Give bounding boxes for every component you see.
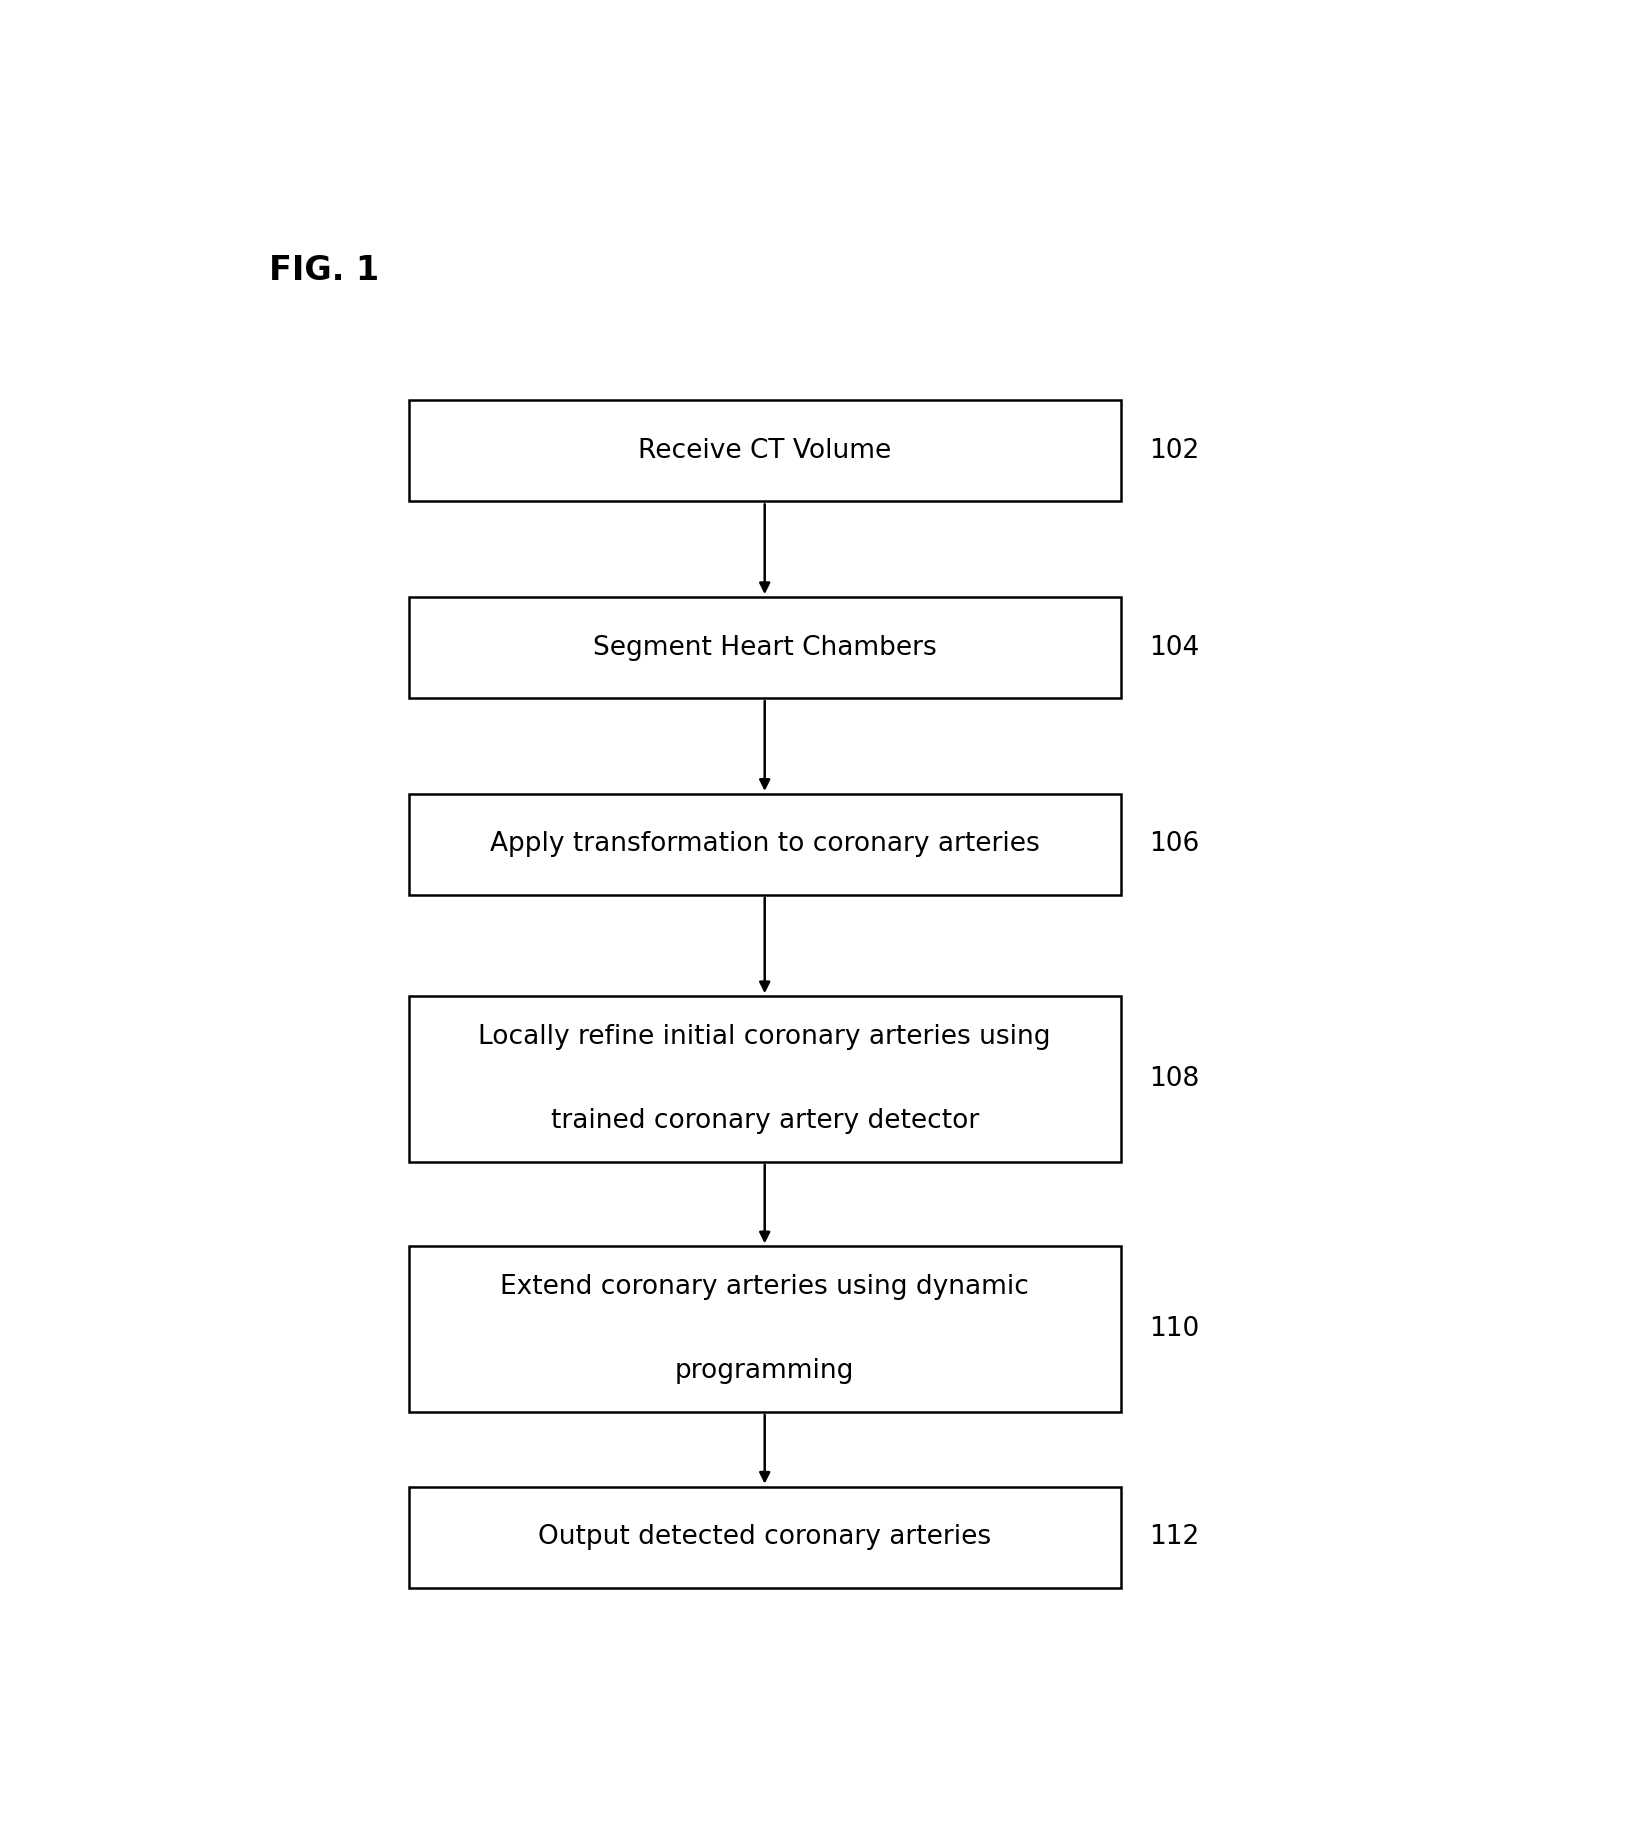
- Text: 102: 102: [1149, 438, 1200, 464]
- Text: 112: 112: [1149, 1524, 1200, 1549]
- Text: Output detected coronary arteries: Output detected coronary arteries: [538, 1524, 991, 1549]
- Text: 110: 110: [1149, 1316, 1200, 1341]
- Text: Extend coronary arteries using dynamic

programming: Extend coronary arteries using dynamic p…: [501, 1274, 1029, 1383]
- Bar: [409, 794, 1121, 894]
- Bar: [409, 400, 1121, 502]
- Text: 104: 104: [1149, 635, 1200, 661]
- Bar: [409, 996, 1121, 1163]
- Text: Apply transformation to coronary arteries: Apply transformation to coronary arterie…: [489, 832, 1040, 858]
- Text: Locally refine initial coronary arteries using

trained coronary artery detector: Locally refine initial coronary arteries…: [479, 1024, 1050, 1133]
- Text: Receive CT Volume: Receive CT Volume: [638, 438, 891, 464]
- Bar: [409, 1487, 1121, 1588]
- Bar: [409, 1246, 1121, 1413]
- Text: Segment Heart Chambers: Segment Heart Chambers: [592, 635, 937, 661]
- Bar: [409, 597, 1121, 699]
- Text: 108: 108: [1149, 1066, 1200, 1091]
- Text: 106: 106: [1149, 832, 1200, 858]
- Text: FIG. 1: FIG. 1: [269, 254, 379, 287]
